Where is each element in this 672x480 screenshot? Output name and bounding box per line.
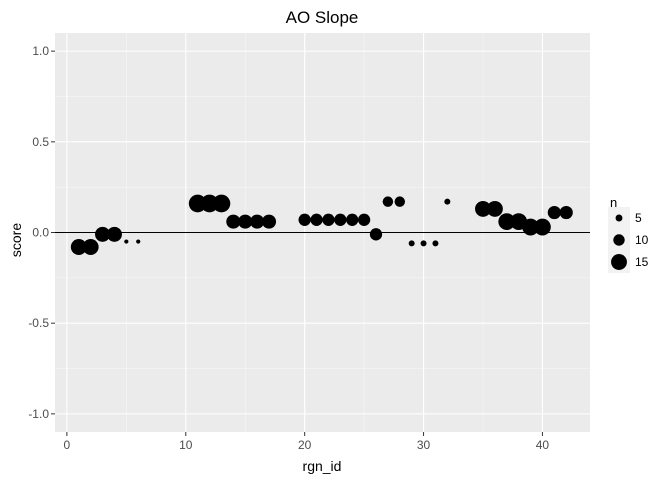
y-tick-label: -0.5 xyxy=(28,316,49,330)
data-point xyxy=(334,213,347,226)
data-point xyxy=(420,240,427,247)
size-legend: n 5 10 15 xyxy=(608,195,649,273)
data-point xyxy=(250,214,265,229)
data-point xyxy=(346,213,359,226)
x-tick-label: 40 xyxy=(536,438,550,452)
legend-label: 15 xyxy=(635,255,649,269)
data-point xyxy=(357,213,371,226)
legend-title: n xyxy=(610,195,617,210)
data-point xyxy=(136,239,141,244)
data-point xyxy=(322,213,335,226)
data-point xyxy=(432,240,439,247)
x-tick-label: 30 xyxy=(417,438,431,452)
data-point xyxy=(70,239,87,255)
data-point xyxy=(394,196,406,207)
y-axis: -1.0 -0.5 0.0 0.5 1.0 xyxy=(28,44,55,421)
legend-size-marker xyxy=(611,254,627,270)
data-point xyxy=(534,218,551,236)
data-point xyxy=(95,226,111,242)
legend-label: 10 xyxy=(635,233,649,247)
data-point xyxy=(547,205,561,220)
x-tick-label: 20 xyxy=(298,438,312,452)
y-tick-label: 0.0 xyxy=(32,226,49,240)
data-point xyxy=(261,214,277,229)
x-axis: 0 10 20 30 40 xyxy=(64,432,550,452)
x-axis-title: rgn_id xyxy=(303,458,342,474)
data-point xyxy=(522,218,539,236)
data-point xyxy=(106,226,122,242)
data-point xyxy=(498,213,516,231)
data-point xyxy=(486,200,503,217)
data-point xyxy=(298,213,311,226)
data-point xyxy=(310,213,323,226)
data-point xyxy=(408,240,415,247)
data-point xyxy=(382,196,394,207)
data-point xyxy=(226,214,241,229)
legend-label: 5 xyxy=(635,211,642,225)
data-point xyxy=(369,228,383,241)
y-axis-title: score xyxy=(8,223,24,257)
legend-size-marker xyxy=(613,234,625,246)
data-point xyxy=(444,198,451,205)
data-point xyxy=(238,214,253,229)
y-tick-label: 0.5 xyxy=(32,135,49,149)
x-tick-label: 0 xyxy=(64,438,71,452)
chart-title: AO Slope xyxy=(286,8,359,27)
data-point xyxy=(82,239,99,255)
data-point xyxy=(124,239,129,244)
legend-size-marker xyxy=(615,214,623,222)
x-tick-label: 10 xyxy=(179,438,193,452)
data-points xyxy=(70,194,573,255)
y-tick-label: -1.0 xyxy=(28,407,49,421)
y-tick-label: 1.0 xyxy=(32,44,49,58)
data-point xyxy=(559,205,573,220)
data-point xyxy=(475,200,491,217)
data-point xyxy=(212,194,231,213)
